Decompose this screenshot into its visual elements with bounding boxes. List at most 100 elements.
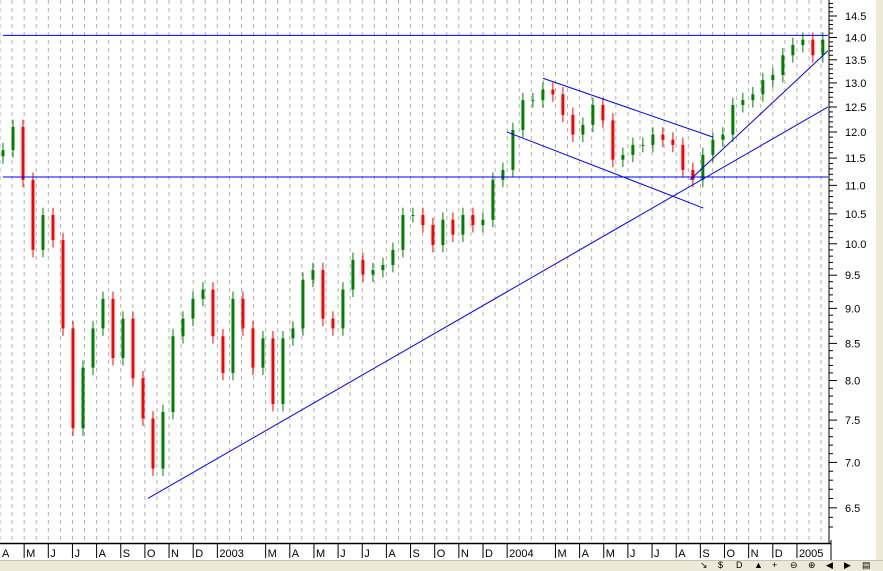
price-bar — [591, 105, 595, 125]
price-bar — [741, 100, 745, 106]
trendline-long-term-uptrend[interactable] — [147, 106, 829, 499]
price-bar — [381, 264, 385, 271]
x-tick-label: D — [195, 548, 203, 560]
price-bar — [691, 169, 695, 180]
y-tick-label: 13.5 — [845, 55, 866, 67]
price-bar — [391, 249, 395, 265]
y-tick-label: 12.5 — [845, 102, 866, 114]
x-tick-label: A — [582, 548, 590, 560]
price-bar — [291, 328, 295, 339]
price-bar — [281, 338, 285, 404]
y-tick-label: 15.0 — [845, 0, 866, 2]
x-tick-label: J — [74, 548, 80, 560]
price-bar — [341, 289, 345, 329]
zoom-in-icon[interactable]: ⊕ — [808, 560, 816, 570]
price-bar — [351, 259, 355, 290]
price-bar — [431, 225, 435, 245]
dollar-icon[interactable]: $ — [718, 560, 724, 570]
price-bar — [571, 114, 575, 135]
left-icon[interactable]: ◀ — [826, 560, 833, 570]
trendline-channel-upper[interactable] — [542, 77, 714, 138]
price-bar — [761, 80, 765, 95]
price-bar — [661, 134, 665, 140]
y-tick-label: 10.0 — [845, 239, 866, 251]
x-tick-label: O — [147, 548, 156, 560]
print-icon[interactable]: ▤ — [862, 560, 871, 570]
x-tick-label: N — [171, 548, 179, 560]
price-bar — [251, 328, 255, 368]
y-tick-label: 14.5 — [845, 11, 866, 23]
price-bar — [751, 94, 755, 101]
price-bar — [631, 144, 635, 155]
price-bar — [541, 89, 545, 101]
y-axis-background — [828, 0, 876, 543]
zoom-out-icon[interactable]: ⊖ — [790, 560, 798, 570]
x-tick-label: M — [268, 548, 277, 560]
x-tick-label: J — [630, 548, 636, 560]
price-bar — [481, 219, 485, 226]
price-bar — [181, 318, 185, 337]
price-bar — [731, 105, 735, 135]
window-edge — [876, 0, 883, 560]
price-bar — [441, 219, 445, 245]
y-tick-label: 13.0 — [845, 78, 866, 90]
price-bar — [191, 298, 195, 319]
x-tick-label: O — [437, 548, 446, 560]
x-tick-label: A — [99, 548, 107, 560]
x-tick-label: S — [702, 548, 709, 560]
x-tick-label: 2004 — [509, 548, 533, 560]
price-bar — [641, 144, 645, 146]
x-tick-label: A — [292, 548, 300, 560]
price-bar — [311, 270, 315, 280]
y-tick-label: 8.0 — [845, 376, 860, 388]
arrow-icon[interactable]: ↘ — [700, 560, 708, 570]
x-tick-label: J — [340, 548, 346, 560]
price-bar — [521, 100, 525, 130]
price-bar — [501, 169, 505, 180]
price-bar — [411, 215, 415, 217]
trendline-short-term-uptrend[interactable] — [689, 50, 829, 181]
price-bar — [111, 298, 115, 358]
x-tick-label: D — [775, 548, 783, 560]
x-tick-label: S — [123, 548, 130, 560]
y-tick-label: 12.0 — [845, 127, 866, 139]
y-tick-label: 9.5 — [845, 270, 860, 282]
price-bar — [771, 74, 775, 81]
x-tick-label: A — [2, 548, 10, 560]
x-tick-label: N — [751, 548, 759, 560]
price-bar — [511, 129, 515, 170]
x-axis-background — [0, 543, 876, 560]
price-bar — [271, 338, 275, 404]
price-bar — [21, 126, 25, 180]
price-bar — [421, 215, 425, 226]
price-bar — [721, 134, 725, 140]
right-icon[interactable]: ▶ — [844, 560, 851, 570]
price-bar — [211, 289, 215, 337]
price-bar — [581, 124, 585, 135]
price-bar — [1, 150, 5, 157]
price-bar — [781, 55, 785, 75]
y-tick-label: 14.0 — [845, 33, 866, 45]
x-tick-label: M — [557, 548, 566, 560]
price-bar — [161, 411, 165, 469]
price-bar — [601, 105, 605, 121]
price-bar — [791, 45, 795, 56]
price-bar — [551, 89, 555, 95]
y-tick-label: 11.0 — [845, 180, 866, 192]
price-bar — [461, 215, 465, 235]
x-tick-label: J — [50, 548, 56, 560]
x-tick-label: M — [606, 548, 615, 560]
price-bar — [11, 126, 15, 151]
y-tick-label: 11.5 — [845, 153, 866, 165]
plus-icon[interactable]: + — [772, 560, 778, 570]
price-bar — [41, 215, 45, 250]
up-icon[interactable]: ▲ — [754, 560, 763, 570]
price-bar — [651, 134, 655, 145]
d-icon[interactable]: D — [736, 560, 743, 570]
trendline-channel-lower[interactable] — [506, 131, 704, 209]
price-bar — [241, 298, 245, 329]
price-bar — [821, 39, 825, 56]
y-tick-label: 10.5 — [845, 209, 866, 221]
price-bar — [331, 318, 335, 329]
